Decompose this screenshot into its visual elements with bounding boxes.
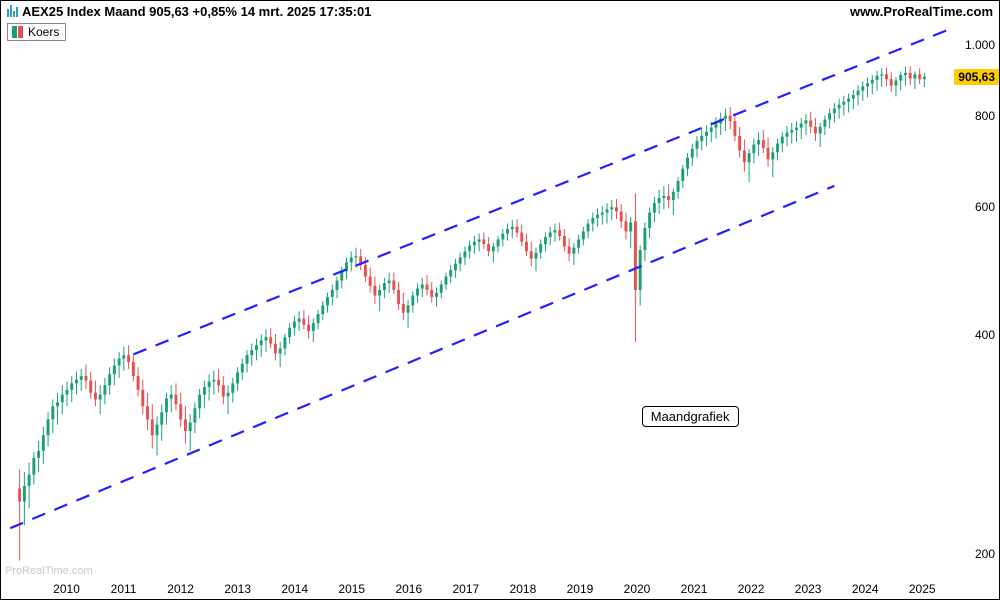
x-tick-label: 2011 [111,582,137,596]
x-tick-label: 2013 [224,582,251,596]
y-axis: 200 400 600 800 1.000 905,63 [954,21,999,577]
x-tick-label: 2023 [795,582,822,596]
x-tick-label: 2025 [909,582,936,596]
annotation-box[interactable]: Maandgrafiek [642,406,739,427]
y-tick-label: 600 [975,200,995,214]
current-price-tag: 905,63 [954,69,999,85]
plot-area[interactable] [1,21,954,577]
x-tick-label: 2016 [395,582,422,596]
y-tick-label: 1.000 [965,38,995,52]
candle-bars-icon [7,5,18,17]
y-tick-label: 400 [975,328,995,342]
x-tick-label: 2017 [453,582,480,596]
chart-container: AEX25 Index Maand 905,63 +0,85% 14 mrt. … [0,0,1000,600]
x-tick-label: 2012 [167,582,194,596]
x-tick-label: 2021 [681,582,708,596]
y-tick-label: 200 [975,547,995,561]
x-axis: 2010 2011 2012 2013 2014 2015 2016 2017 2018 2019… [1,577,954,599]
x-tick-label: 2018 [510,582,537,596]
brand-label: www.ProRealTime.com [850,4,993,19]
chart-title: AEX25 Index Maand 905,63 +0,85% 14 mrt. … [22,4,371,19]
header-left: AEX25 Index Maand 905,63 +0,85% 14 mrt. … [7,4,371,19]
header-bar: AEX25 Index Maand 905,63 +0,85% 14 mrt. … [1,1,999,21]
x-tick-label: 2015 [338,582,365,596]
annotation-label: Maandgrafiek [651,409,730,424]
plot-svg [1,21,954,577]
x-tick-label: 2020 [624,582,651,596]
x-tick-label: 2019 [567,582,594,596]
x-tick-label: 2024 [852,582,879,596]
y-tick-label: 800 [975,109,995,123]
x-tick-label: 2014 [281,582,308,596]
x-tick-label: 2010 [53,582,80,596]
watermark-label: ProRealTime.com [5,565,93,577]
x-tick-label: 2022 [738,582,765,596]
